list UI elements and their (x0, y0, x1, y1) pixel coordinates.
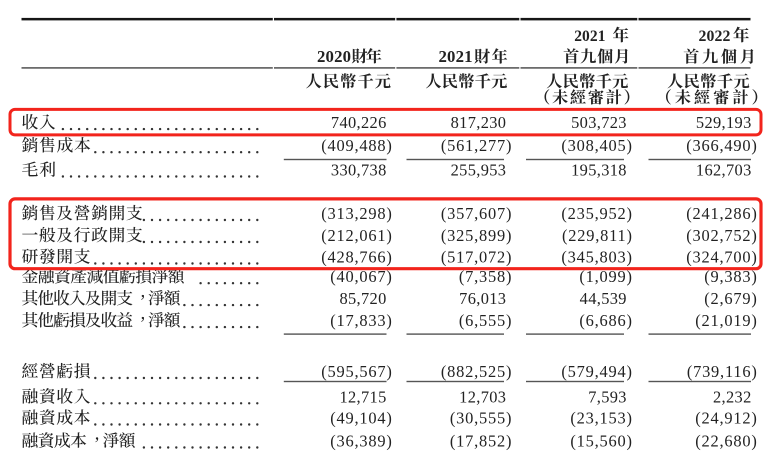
svg-text:(739,116): (739,116) (687, 362, 758, 381)
svg-text:(2,679): (2,679) (704, 289, 757, 308)
svg-text:(6,555): (6,555) (459, 311, 512, 330)
svg-text:(17,852): (17,852) (450, 432, 512, 451)
svg-text:2020: 2020 (317, 47, 351, 66)
svg-text:(882,525): (882,525) (441, 362, 512, 381)
svg-text:(324,700): (324,700) (686, 248, 757, 267)
svg-text:7,593: 7,593 (588, 387, 627, 406)
svg-text:2021: 2021 (439, 47, 473, 66)
svg-text:(579,494): (579,494) (561, 362, 632, 381)
svg-text:(24,912): (24,912) (695, 409, 757, 428)
svg-text:330,738: 330,738 (331, 161, 387, 180)
svg-text:(21,019): (21,019) (695, 311, 757, 330)
svg-text:(15,560): (15,560) (570, 432, 632, 451)
svg-text:(49,104): (49,104) (330, 409, 392, 428)
svg-text:(428,766): (428,766) (321, 248, 392, 267)
svg-text:(345,803): (345,803) (561, 248, 632, 267)
svg-text:(308,405): (308,405) (561, 136, 632, 155)
svg-text:503,723: 503,723 (571, 113, 627, 132)
svg-text:(235,952): (235,952) (561, 204, 632, 223)
svg-text:76,013: 76,013 (459, 289, 506, 308)
svg-text:(22,680): (22,680) (695, 432, 757, 451)
svg-text:(9,383): (9,383) (704, 267, 757, 286)
svg-text:44,539: 44,539 (580, 289, 627, 308)
svg-text:(241,286): (241,286) (686, 204, 757, 223)
svg-text:(40,067): (40,067) (330, 267, 392, 286)
svg-text:(7,358): (7,358) (459, 267, 512, 286)
svg-text:(1,099): (1,099) (579, 267, 632, 286)
svg-text:(36,389): (36,389) (330, 432, 392, 451)
svg-text:12,703: 12,703 (459, 387, 506, 406)
svg-text:(212,061): (212,061) (321, 226, 392, 245)
svg-text:(409,488): (409,488) (321, 136, 392, 155)
svg-text:195,318: 195,318 (571, 161, 627, 180)
svg-text:255,953: 255,953 (451, 161, 507, 180)
svg-text:(366,490): (366,490) (686, 136, 757, 155)
svg-text:(23,153): (23,153) (570, 409, 632, 428)
svg-text:12,715: 12,715 (339, 387, 386, 406)
svg-text:(357,607): (357,607) (441, 204, 512, 223)
svg-text:(561,277): (561,277) (441, 136, 512, 155)
svg-text:(302,752): (302,752) (686, 226, 757, 245)
svg-text:(17,833): (17,833) (330, 311, 392, 330)
svg-text:(229,811): (229,811) (562, 226, 633, 245)
svg-text:(325,899): (325,899) (441, 226, 512, 245)
svg-text:(6,686): (6,686) (579, 311, 632, 330)
svg-text:2,232: 2,232 (713, 387, 752, 406)
svg-text:2022: 2022 (699, 28, 731, 45)
svg-text:2021: 2021 (574, 28, 605, 45)
svg-text:740,226: 740,226 (331, 113, 387, 132)
svg-text:162,703: 162,703 (696, 161, 752, 180)
svg-text:(517,072): (517,072) (441, 248, 512, 267)
svg-text:85,720: 85,720 (339, 289, 386, 308)
svg-text:529,193: 529,193 (696, 113, 752, 132)
svg-text:(313,298): (313,298) (321, 204, 392, 223)
svg-text:(30,555): (30,555) (450, 409, 512, 428)
svg-text:(595,567): (595,567) (321, 362, 392, 381)
svg-text:817,230: 817,230 (451, 113, 507, 132)
